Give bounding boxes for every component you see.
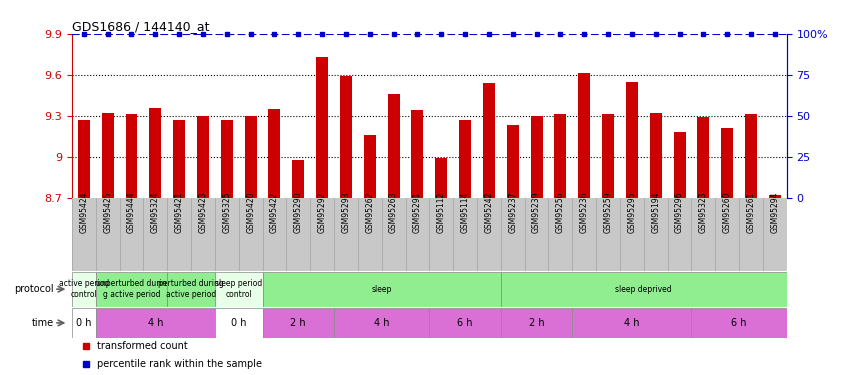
Text: protocol: protocol	[14, 284, 54, 294]
Text: sleep deprived: sleep deprived	[616, 285, 672, 294]
Text: 6 h: 6 h	[732, 318, 747, 328]
Bar	[501, 272, 787, 307]
Bar	[673, 132, 685, 198]
Text: 6 h: 6 h	[458, 318, 473, 328]
Bar	[579, 74, 591, 198]
Bar	[221, 120, 233, 198]
Bar	[197, 116, 209, 198]
Bar	[436, 158, 448, 198]
Text: transformed count: transformed count	[97, 340, 188, 351]
Bar	[316, 57, 328, 198]
Bar	[78, 120, 90, 198]
Bar	[340, 76, 352, 198]
Text: perturbed during
active period: perturbed during active period	[158, 279, 224, 299]
Bar	[501, 308, 573, 338]
Bar	[72, 272, 96, 307]
Bar	[722, 128, 733, 198]
Bar	[507, 125, 519, 198]
Bar	[72, 308, 96, 338]
Bar	[411, 110, 423, 198]
Bar	[150, 108, 162, 198]
Bar	[102, 113, 113, 198]
Bar	[125, 114, 137, 198]
Bar	[554, 114, 566, 198]
Text: 4 h: 4 h	[374, 318, 389, 328]
Bar	[268, 109, 280, 198]
Bar	[262, 272, 501, 307]
Bar	[650, 113, 662, 198]
Text: 2 h: 2 h	[290, 318, 306, 328]
Text: 4 h: 4 h	[147, 318, 163, 328]
Bar	[429, 308, 501, 338]
Bar	[483, 83, 495, 198]
Text: 0 h: 0 h	[231, 318, 246, 328]
Bar	[96, 272, 168, 307]
Bar	[387, 94, 399, 198]
Bar	[215, 308, 262, 338]
Bar	[530, 116, 542, 198]
Bar	[168, 272, 215, 307]
Bar	[262, 308, 334, 338]
Bar	[244, 116, 256, 198]
Bar	[573, 308, 691, 338]
Bar	[602, 114, 614, 198]
Bar	[293, 160, 305, 198]
Text: active period
control: active period control	[58, 279, 109, 299]
Bar	[96, 308, 215, 338]
Bar	[697, 117, 709, 198]
Bar	[626, 82, 638, 198]
Text: 0 h: 0 h	[76, 318, 91, 328]
Bar	[215, 272, 262, 307]
Bar	[769, 195, 781, 198]
Bar	[745, 114, 757, 198]
Bar	[334, 308, 430, 338]
Text: unperturbed durin
g active period: unperturbed durin g active period	[96, 279, 167, 299]
Bar	[173, 120, 185, 198]
Text: sleep period
control: sleep period control	[215, 279, 262, 299]
Text: sleep: sleep	[371, 285, 392, 294]
Text: GDS1686 / 144140_at: GDS1686 / 144140_at	[72, 20, 210, 33]
Text: 4 h: 4 h	[624, 318, 640, 328]
Bar	[459, 120, 471, 198]
Bar	[691, 308, 787, 338]
Text: percentile rank within the sample: percentile rank within the sample	[97, 359, 262, 369]
Text: time: time	[32, 318, 54, 328]
Text: 2 h: 2 h	[529, 318, 544, 328]
Bar	[364, 135, 376, 198]
